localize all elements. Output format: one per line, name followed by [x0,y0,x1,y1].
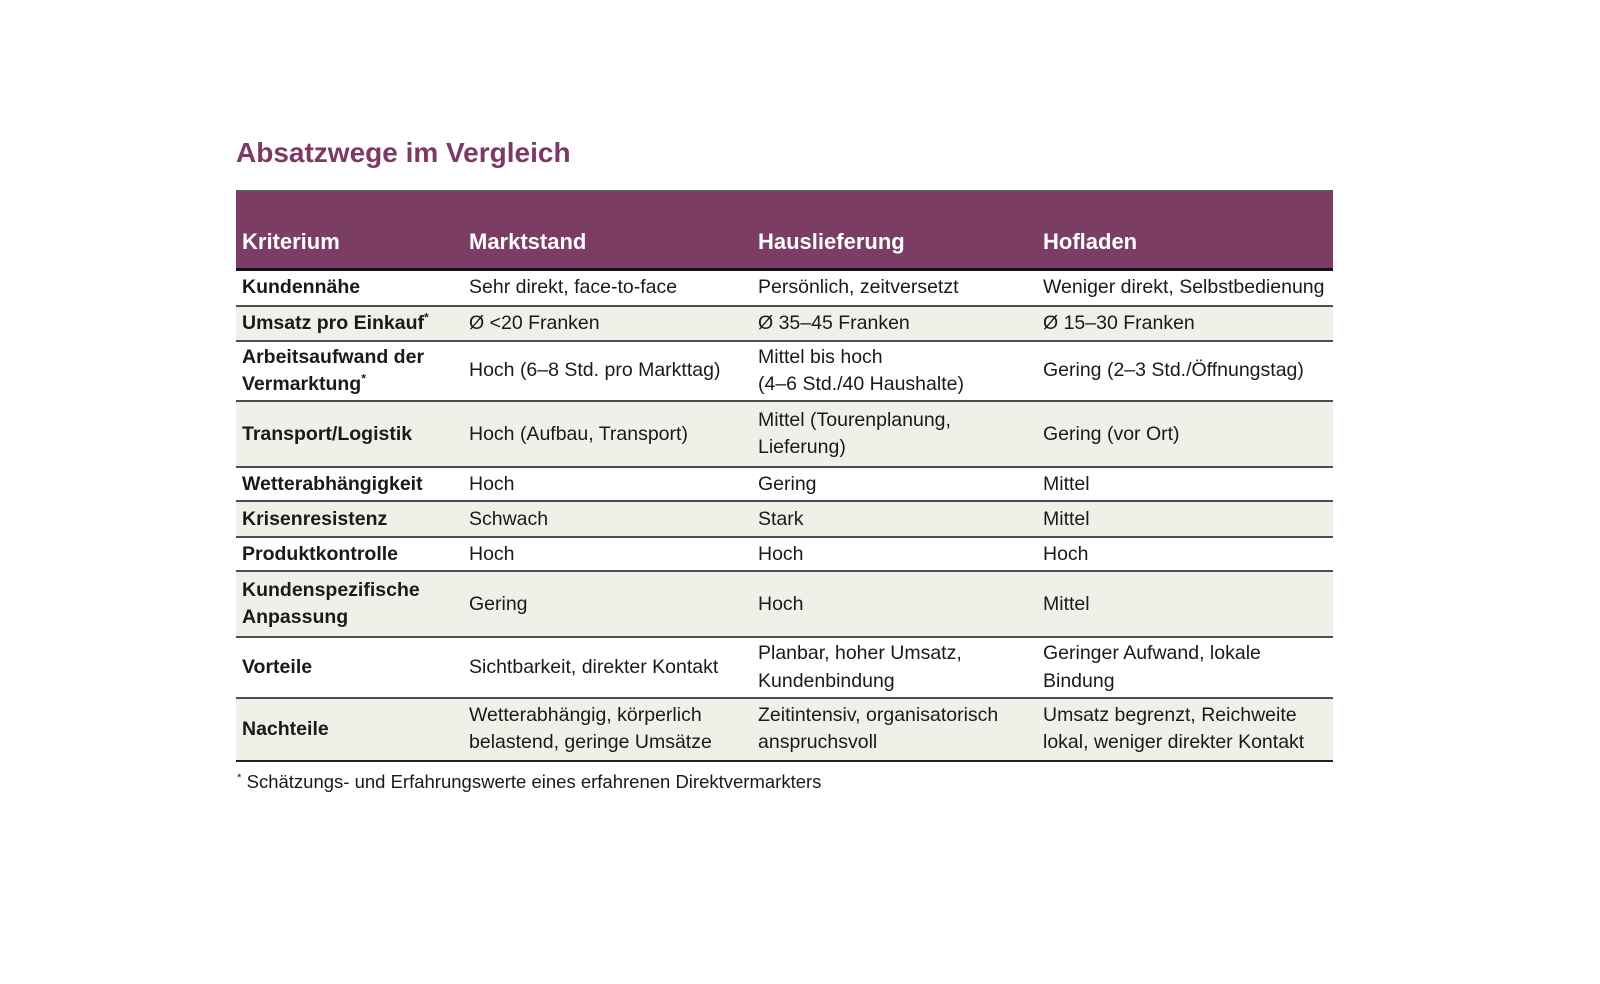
row-label-text: Kundenspezifische Anpassung [242,579,420,629]
page-title: Absatzwege im Vergleich [236,137,571,168]
row-label: Krisenresistenz [236,501,463,539]
cell-hauslieferung: Planbar, hoher Umsatz, Kundenbindung [752,637,1037,699]
table-row-nachteile: Nachteile Wetterabhängig, körperlich bel… [236,697,1333,762]
table-row-kundennaehe: Kundennähe Sehr direkt, face-to-face Per… [236,269,1333,307]
column-header-hofladen: Hofladen [1037,189,1333,272]
cell-hofladen: Geringer Aufwand, lokale Bindung [1037,637,1333,699]
table-row-umsatz: Umsatz pro Einkauf* Ø <20 Franken Ø 35–4… [236,305,1333,342]
row-label: Umsatz pro Einkauf* [236,305,463,342]
cell-hofladen: Mittel [1037,467,1333,503]
row-label-text: Nachteile [242,717,329,740]
row-label: Produktkontrolle [236,537,463,573]
cell-hauslieferung: Gering [752,467,1037,503]
footnote-marker: * [361,371,366,386]
cell-hofladen: Umsatz begrenzt, Reichweite lokal, wenig… [1037,697,1333,762]
cell-hofladen: Gering (2–3 Std./Öffnungstag) [1037,340,1333,403]
cell-hofladen: Mittel [1037,501,1333,539]
cell-hofladen: Weniger direkt, Selbstbedienung [1037,269,1333,307]
column-header-kriterium: Kriterium [236,189,463,272]
table-header: Kriterium Marktstand Hauslieferung Hofla… [236,189,1333,272]
row-label-text: Krisenresistenz [242,507,388,530]
row-label: Kundenspezifische Anpassung [236,571,463,639]
cell-marktstand: Sehr direkt, face-to-face [463,269,752,307]
header-row: Kriterium Marktstand Hauslieferung Hofla… [236,189,1333,272]
row-label: Nachteile [236,697,463,762]
cell-hauslieferung: Persönlich, zeitversetzt [752,269,1037,307]
cell-hauslieferung: Hoch [752,537,1037,573]
table-row-arbeitsaufwand: Arbeitsaufwand der Vermarktung* Hoch (6–… [236,340,1333,403]
row-label-text: Produktkontrolle [242,542,399,565]
cell-hofladen: Mittel [1037,571,1333,639]
row-label-text: Kundennähe [242,276,361,299]
cell-hofladen: Hoch [1037,537,1333,573]
row-label: Arbeitsaufwand der Vermarktung* [236,340,463,403]
cell-hauslieferung: Stark [752,501,1037,539]
column-header-marktstand: Marktstand [463,189,752,272]
cell-hofladen: Ø 15–30 Franken [1037,305,1333,342]
table-row-kundenspezifische-anpassung: Kundenspezifische Anpassung Gering Hoch … [236,571,1333,639]
row-label-text: Umsatz pro Einkauf [242,311,425,334]
cell-hauslieferung: Ø 35–45 Franken [752,305,1037,342]
table-footnote: * Schätzungs- und Erfahrungswerte eines … [236,771,1333,793]
cell-marktstand: Schwach [463,501,752,539]
row-label: Kundennähe [236,269,463,307]
row-label-text: Wetterabhängigkeit [242,472,423,495]
cell-hofladen: Gering (vor Ort) [1037,401,1333,469]
cell-hauslieferung: Hoch [752,571,1037,639]
cell-hauslieferung: Mittel (Tourenplanung, Lieferung) [752,401,1037,469]
row-label-text: Vorteile [242,656,313,679]
cell-marktstand: Gering [463,571,752,639]
content-area: Absatzwege im Vergleich Kriterium Markts… [236,137,1333,793]
footnote-marker: * [237,771,242,784]
cell-marktstand: Hoch [463,537,752,573]
row-label: Vorteile [236,637,463,699]
row-label-text: Transport/Logistik [242,422,413,445]
table-row-transport: Transport/Logistik Hoch (Aufbau, Transpo… [236,401,1333,469]
row-label: Transport/Logistik [236,401,463,469]
cell-marktstand: Hoch (6–8 Std. pro Markttag) [463,340,752,403]
cell-hauslieferung: Zeitintensiv, organisatorisch anspruchsv… [752,697,1037,762]
table-row-produktkontrolle: Produktkontrolle Hoch Hoch Hoch [236,537,1333,573]
column-header-hauslieferung: Hauslieferung [752,189,1037,272]
row-label-text: Arbeitsaufwand der Vermarktung [242,345,425,396]
comparison-table: Kriterium Marktstand Hauslieferung Hofla… [236,189,1333,762]
cell-marktstand: Wetterabhängig, körperlich belastend, ge… [463,697,752,762]
footnote-marker: * [424,310,429,325]
cell-hauslieferung: Mittel bis hoch (4–6 Std./40 Haushalte) [752,340,1037,403]
cell-marktstand: Hoch (Aufbau, Transport) [463,401,752,469]
cell-marktstand: Ø <20 Franken [463,305,752,342]
table-body: Kundennähe Sehr direkt, face-to-face Per… [236,269,1333,762]
cell-marktstand: Hoch [463,467,752,503]
row-label: Wetterabhängigkeit [236,467,463,503]
footnote-text: Schätzungs- und Erfahrungswerte eines er… [241,770,822,792]
table-row-wetterabhaengigkeit: Wetterabhängigkeit Hoch Gering Mittel [236,467,1333,503]
table-row-krisenresistenz: Krisenresistenz Schwach Stark Mittel [236,501,1333,539]
table-row-vorteile: Vorteile Sichtbarkeit, direkter Kontakt … [236,637,1333,699]
cell-marktstand: Sichtbarkeit, direkter Kontakt [463,637,752,699]
